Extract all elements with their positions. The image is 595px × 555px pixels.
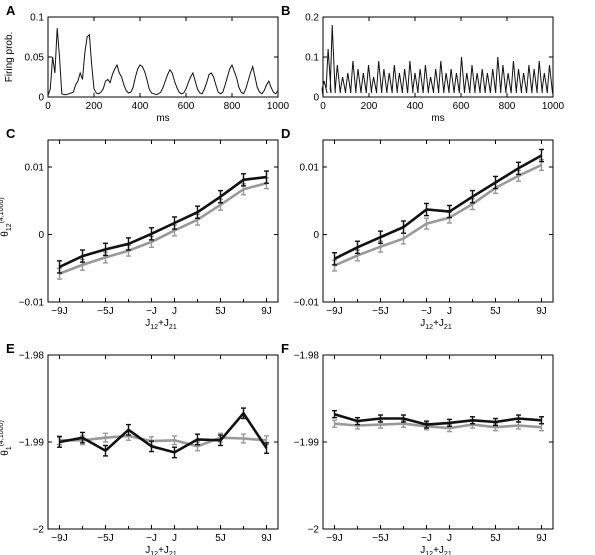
x-tick-label: 9J xyxy=(261,306,272,317)
series-line xyxy=(59,411,268,454)
y-tick-label: 0.01 xyxy=(25,163,45,174)
axes-frame xyxy=(47,16,279,98)
series-line xyxy=(333,163,543,267)
y-axis-label: θ12(4,1000) xyxy=(0,197,13,236)
y-tick-label: −2 xyxy=(308,525,320,536)
x-axis-label: J12+J21 xyxy=(420,545,452,555)
x-tick-label: 9J xyxy=(536,533,547,544)
y-tick-label: 0 xyxy=(313,93,319,104)
panel-d: D −9J −5J −J J 5J 9J 0.01 0 −0.01 J12+J21 xyxy=(281,126,554,331)
x-tick-label: 800 xyxy=(499,101,516,112)
x-tick-label: 9J xyxy=(536,306,547,317)
x-tick-label: J xyxy=(172,306,177,317)
x-tick-label: J xyxy=(447,306,452,317)
x-tick-label: −9J xyxy=(51,306,67,317)
panel-b: B 0 200 400 600 800 1000 0 0.1 0.2 ms xyxy=(281,3,565,124)
panel-a: A 0 200 400 600 800 1000 0 0.05 0.1 ms Firing prob. xyxy=(4,3,290,124)
x-tick-label: 800 xyxy=(224,101,241,112)
series-line xyxy=(47,28,279,96)
x-tick-label: 200 xyxy=(361,101,378,112)
x-tick-label: 1000 xyxy=(267,101,290,112)
y-tick-label: −2 xyxy=(33,525,45,536)
y-tick-label: 0 xyxy=(313,230,319,241)
x-tick-label: −J xyxy=(421,306,432,317)
x-axis-label: ms xyxy=(156,113,169,124)
panel-label: D xyxy=(281,126,290,141)
axes-frame xyxy=(322,354,554,530)
x-tick-label: 5J xyxy=(215,306,226,317)
series-line xyxy=(333,154,543,260)
series-line xyxy=(334,412,542,426)
x-tick-label: J xyxy=(447,533,452,544)
y-tick-label: −1.99 xyxy=(19,438,45,449)
x-tick-label: 400 xyxy=(132,101,149,112)
x-tick-label: −9J xyxy=(326,306,342,317)
x-axis-label: J12+J21 xyxy=(145,545,177,555)
x-tick-label: 5J xyxy=(215,533,226,544)
panel-label: A xyxy=(6,3,16,18)
x-tick-label: −J xyxy=(146,533,157,544)
y-tick-label: −0.01 xyxy=(294,298,320,309)
y-tick-label: 0.01 xyxy=(300,163,320,174)
y-tick-label: −1.98 xyxy=(19,351,45,362)
panel-e: E −9J −5J −J J 5J 9J −1.98 −1.99 −2 J12+J21 θ1(4,10… xyxy=(0,341,279,555)
x-tick-label: −5J xyxy=(97,306,113,317)
y-tick-label: −1.98 xyxy=(294,351,320,362)
y-tick-label: 0.1 xyxy=(30,13,44,24)
y-tick-label: −1.99 xyxy=(294,438,320,449)
x-tick-label: 600 xyxy=(178,101,195,112)
x-axis-label: J12+J21 xyxy=(420,318,452,331)
x-tick-label: 9J xyxy=(261,533,272,544)
series-line xyxy=(59,434,267,448)
panel-label: F xyxy=(281,341,289,356)
axes-frame xyxy=(47,139,279,303)
panel-f: F −9J −5J −J J 5J 9J −1.98 −1.99 −2 J12+J21 xyxy=(281,341,554,555)
y-tick-label: 0.05 xyxy=(25,53,45,64)
y-tick-label: 0 xyxy=(38,230,44,241)
x-tick-label: −9J xyxy=(51,533,67,544)
x-tick-label: 200 xyxy=(86,101,103,112)
y-tick-label: 0 xyxy=(38,93,44,104)
panel-label: E xyxy=(6,341,15,356)
y-tick-label: 0.1 xyxy=(305,53,319,64)
series-line xyxy=(59,181,267,275)
x-axis-label: ms xyxy=(431,113,444,124)
x-axis-label: J12+J21 xyxy=(145,318,177,331)
panel-c: C −9J −5J −J J 5J 9J 0.01 0 −0.01 J12+J21 θ12(4,100… xyxy=(0,126,279,331)
panel-label: B xyxy=(281,3,290,18)
series-line xyxy=(321,24,553,98)
x-tick-label: J xyxy=(172,533,177,544)
x-tick-label: −J xyxy=(421,533,432,544)
x-tick-label: 0 xyxy=(320,101,326,112)
axes-frame xyxy=(322,139,554,303)
series-line xyxy=(58,175,267,269)
x-tick-label: 5J xyxy=(490,306,501,317)
x-tick-label: −5J xyxy=(372,533,388,544)
y-axis-label: Firing prob. xyxy=(4,32,15,83)
x-tick-label: 400 xyxy=(407,101,424,112)
x-tick-label: 1000 xyxy=(542,101,565,112)
x-tick-label: −9J xyxy=(326,533,342,544)
x-tick-label: −J xyxy=(146,306,157,317)
x-tick-label: −5J xyxy=(372,306,388,317)
y-tick-label: 0.2 xyxy=(305,13,319,24)
y-axis-label: θ1(4,1000) xyxy=(0,420,13,456)
panel-label: C xyxy=(6,126,16,141)
x-tick-label: 600 xyxy=(453,101,470,112)
x-tick-label: −5J xyxy=(97,533,113,544)
x-tick-label: 5J xyxy=(490,533,501,544)
series-line xyxy=(334,422,542,430)
x-tick-label: 0 xyxy=(45,101,51,112)
y-tick-label: −0.01 xyxy=(19,298,45,309)
